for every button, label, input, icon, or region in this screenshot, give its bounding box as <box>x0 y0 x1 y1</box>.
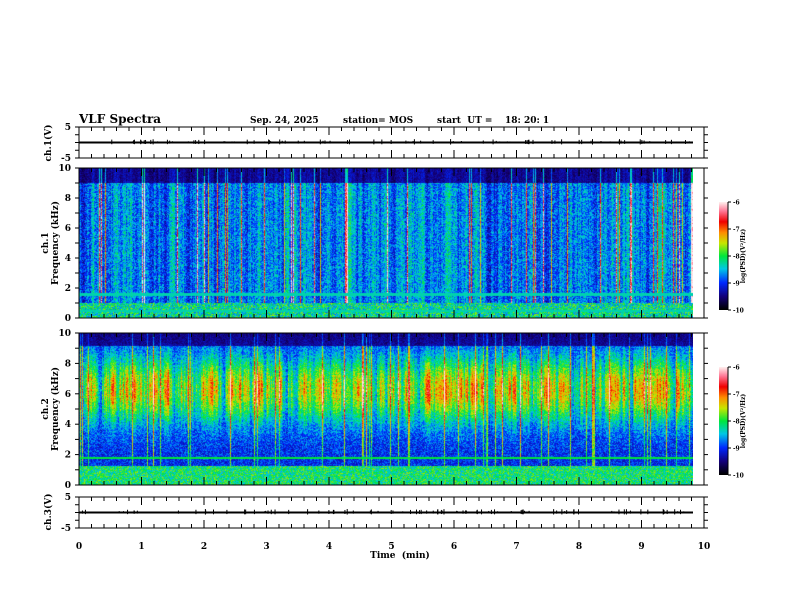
ch1-spec-ylabel: Frequency (kHz) <box>50 201 61 285</box>
x-tick-label: 5 <box>388 542 394 552</box>
y-tick-label: 6 <box>65 390 71 400</box>
colorbar-tick-label: -6 <box>733 200 740 207</box>
panel-frame <box>78 332 705 486</box>
panel-frame <box>78 167 705 319</box>
ch2-spectrogram <box>79 333 693 485</box>
colorbar-tick-label: -10 <box>733 308 744 315</box>
colorbar-tick-label: -10 <box>733 473 744 480</box>
y-tick-label: 4 <box>65 254 71 264</box>
ch2-colorbar-label: log(PSD)(V²/Hz) <box>740 394 747 449</box>
ch3-ylabel: ch.3(V) <box>43 494 54 531</box>
x-tick-label: 1 <box>138 542 144 552</box>
ch1-spec-channel-label: ch.1 <box>41 232 51 253</box>
y-tick-label: 0 <box>65 314 71 324</box>
y-tick-label: 0 <box>65 481 71 491</box>
ch1-colorbar <box>719 202 728 310</box>
y-tick-label: 2 <box>65 451 71 461</box>
date-label: Sep. 24, 2025 <box>250 116 319 126</box>
colorbar-tick-label: -8 <box>733 254 740 261</box>
x-tick-label: 7 <box>513 542 519 552</box>
x-tick-label: 10 <box>698 542 711 552</box>
station-label: station= MOS <box>343 116 413 126</box>
y-tick-label: 10 <box>58 329 71 339</box>
x-tick-label: 8 <box>576 542 582 552</box>
ch2-colorbar <box>719 367 728 475</box>
x-tick-label: 4 <box>326 542 332 552</box>
colorbar-tick-label: -6 <box>733 365 740 372</box>
y-tick-label: 6 <box>65 224 71 234</box>
x-axis-label: Time (min) <box>370 550 430 561</box>
colorbar-tick-label: -7 <box>733 392 740 399</box>
x-tick-label: 0 <box>76 542 82 552</box>
y-tick-label: 5 <box>65 123 71 133</box>
colorbar-tick-label: -9 <box>733 281 740 288</box>
ch2-spec-ylabel: Frequency (kHz) <box>50 367 61 451</box>
y-tick-label: 5 <box>65 493 71 503</box>
colorbar-tick-label: -8 <box>733 419 740 426</box>
x-tick-label: 9 <box>638 542 644 552</box>
figure-title: VLF Spectra <box>78 112 161 126</box>
x-tick-label: 2 <box>201 542 207 552</box>
y-tick-label: 2 <box>65 284 71 294</box>
ch2-spec-channel-label: ch.2 <box>41 398 51 419</box>
y-tick-label: -5 <box>61 524 71 534</box>
start-time-label: start UT = 18: 20: 1 <box>437 116 549 126</box>
y-tick-label: 4 <box>65 420 71 430</box>
y-tick-label: 10 <box>58 164 71 174</box>
ch1-ylabel: ch.1(V) <box>43 125 54 162</box>
colorbar-tick-label: -7 <box>733 227 740 234</box>
x-tick-label: 3 <box>263 542 269 552</box>
colorbar-tick-label: -9 <box>733 446 740 453</box>
ch1-spectrogram <box>79 168 693 318</box>
ch1-colorbar-label: log(PSD)(V²/Hz) <box>740 229 747 284</box>
x-tick-label: 6 <box>451 542 457 552</box>
y-tick-label: 8 <box>65 194 71 204</box>
y-tick-label: 8 <box>65 359 71 369</box>
y-tick-label: -5 <box>61 154 71 164</box>
